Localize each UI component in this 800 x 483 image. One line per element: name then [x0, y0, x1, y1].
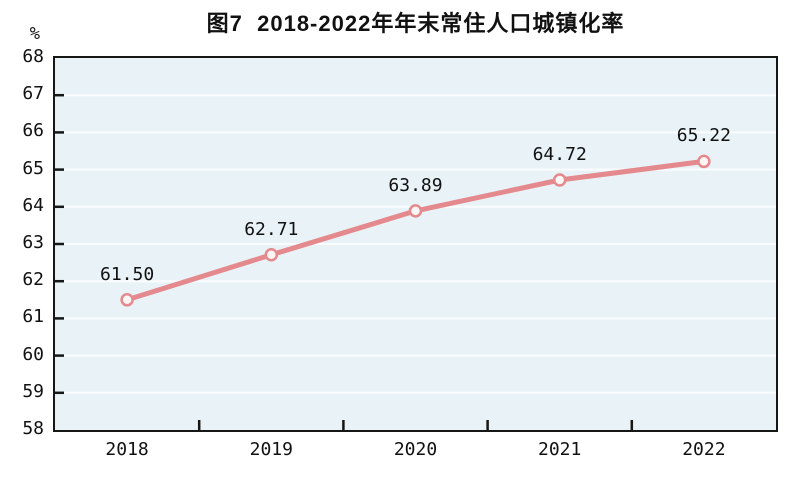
- data-point-marker: [552, 173, 567, 187]
- data-point-label: 64.72: [532, 144, 587, 166]
- x-tick-label: 2020: [393, 439, 438, 460]
- y-tick-label: 62: [22, 269, 44, 291]
- x-tick-label: 2019: [249, 439, 293, 460]
- data-point-label: 63.89: [388, 174, 443, 196]
- y-tick-label: 59: [22, 380, 44, 402]
- y-tick-label: 68: [22, 46, 44, 67]
- y-tick-label: 61: [22, 306, 44, 328]
- plot-area: 61.50 62.71 63.89 64.72 65.22: [53, 56, 778, 432]
- data-point-label: 65.22: [676, 125, 731, 147]
- data-point-label: 61.50: [100, 263, 155, 285]
- x-tick-label: 2018: [105, 439, 149, 460]
- y-tick-label: 66: [22, 120, 44, 142]
- data-point-marker: [264, 248, 279, 262]
- y-tick-label: 58: [22, 418, 44, 439]
- y-tick-label: 60: [22, 343, 44, 365]
- data-point-marker: [408, 204, 423, 218]
- x-tick-label: 2021: [538, 439, 582, 460]
- y-axis-unit-label: %: [29, 24, 40, 44]
- x-tick-label: 2022: [682, 439, 726, 460]
- data-point-marker: [120, 293, 134, 307]
- data-point-label: 62.71: [244, 218, 299, 240]
- y-tick-label: 65: [22, 157, 44, 179]
- y-tick-label: 64: [22, 194, 44, 216]
- y-tick-label: 63: [22, 232, 44, 253]
- line-chart-svg: [55, 93, 776, 430]
- y-tick-label: 67: [22, 83, 44, 105]
- chart-title: 图7 2018-2022年年末常住人口城镇化率: [206, 11, 625, 36]
- data-point-marker: [697, 154, 711, 169]
